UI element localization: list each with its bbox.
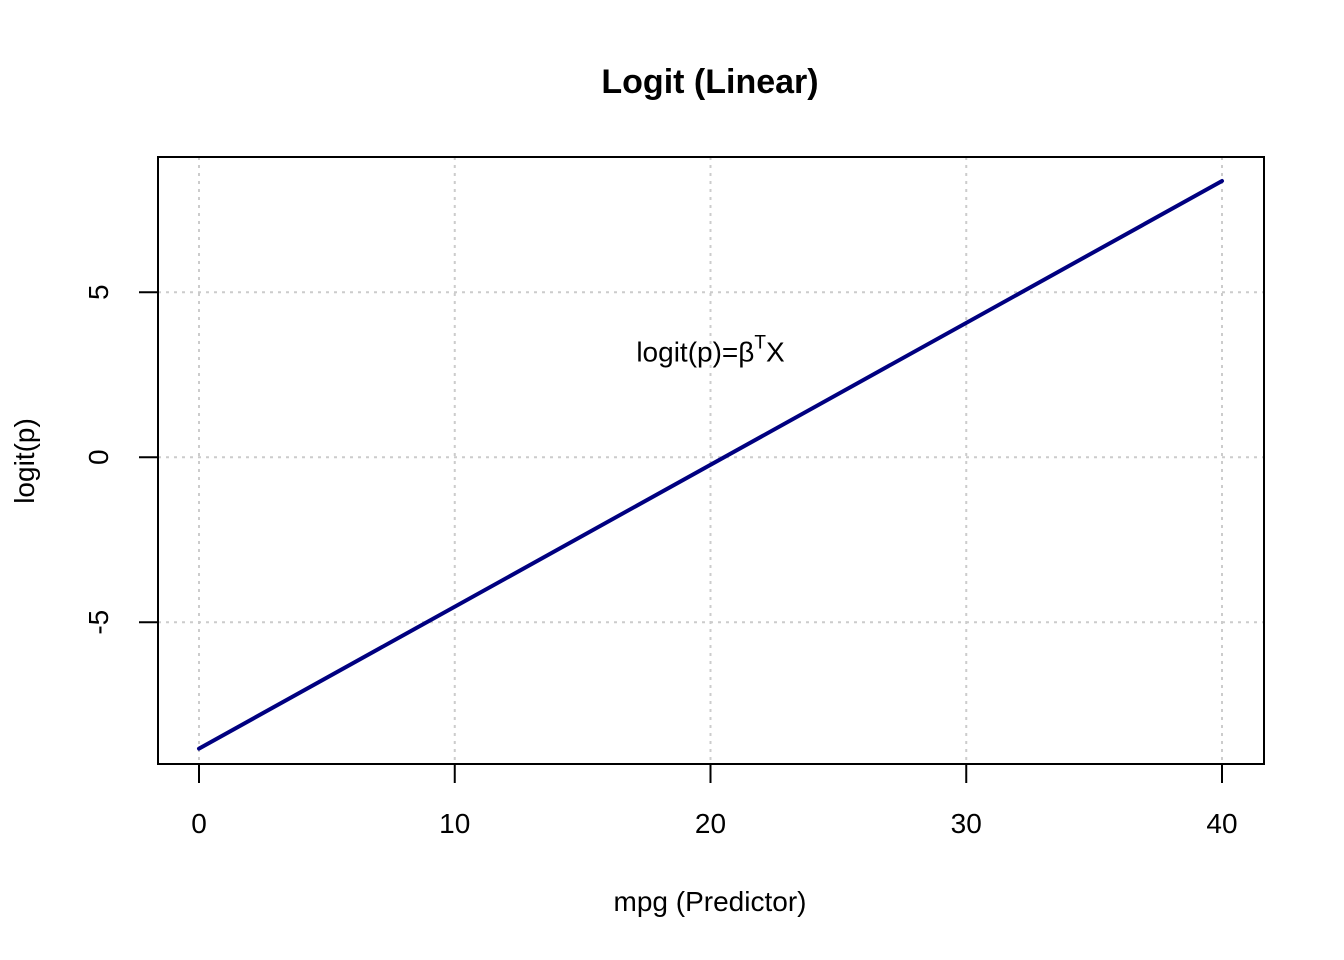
y-tick-label: 5 bbox=[83, 284, 114, 300]
annotation-main-text: logit(p)=β bbox=[636, 337, 754, 368]
x-tick-label: 10 bbox=[439, 808, 470, 839]
x-axis: 0 10 20 30 40 bbox=[191, 764, 1238, 839]
x-tick-label: 20 bbox=[695, 808, 726, 839]
x-tick-label: 30 bbox=[951, 808, 982, 839]
grid bbox=[158, 157, 1264, 764]
y-tick-label: -5 bbox=[83, 610, 114, 635]
series-line bbox=[197, 179, 1224, 751]
x-tick-label: 40 bbox=[1206, 808, 1237, 839]
x-axis-label: mpg (Predictor) bbox=[614, 886, 807, 917]
chart-title: Logit (Linear) bbox=[601, 63, 818, 101]
y-axis: -5 0 5 bbox=[83, 284, 158, 635]
series-layer bbox=[197, 179, 1224, 751]
y-axis-label: logit(p) bbox=[9, 418, 40, 504]
annotation-suffix-text: X bbox=[766, 337, 785, 368]
annotation-superscript: T bbox=[754, 333, 766, 354]
y-tick-label: 0 bbox=[83, 449, 114, 465]
x-tick-label: 0 bbox=[191, 808, 207, 839]
formula-annotation: logit(p)=βTX bbox=[636, 333, 785, 368]
